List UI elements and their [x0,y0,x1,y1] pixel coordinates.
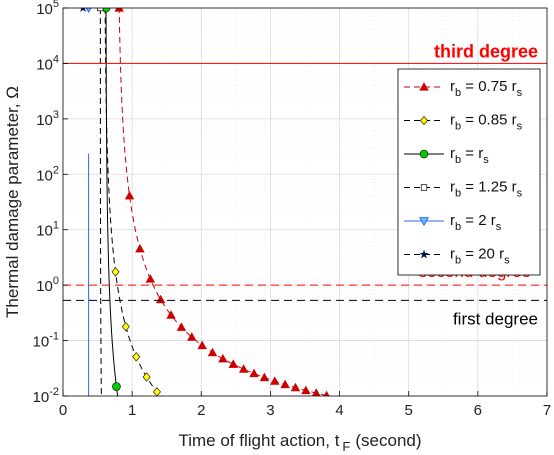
series-2 [101,8,162,396]
data-point [166,310,176,319]
series-6 [80,8,86,12]
x-tick-label: 4 [335,402,343,419]
data-point [218,353,228,363]
x-tick-label: 5 [405,402,413,419]
curves [80,8,331,396]
data-point [135,243,145,253]
data-point [114,8,124,12]
legend-entry: rb = 1.25 rs [404,179,523,200]
axis-ticks: 0 1 2 3 4 5 6 7 10-2 10-1 100 101 102 103 104 105 [33,0,552,419]
series-4 [97,8,104,396]
y-tick-label: 103 [36,109,59,129]
legend-marker [420,115,428,126]
legend: rb = 0.75 rs rb = 0.85 rs rb = rs rb = 1.25… [397,68,541,276]
y-tick-label: 10-2 [33,386,59,406]
data-point [187,332,197,341]
data-point [301,385,311,395]
data-point [132,352,141,362]
data-point [80,8,86,12]
legend-marker [419,149,429,159]
data-point [207,347,218,357]
legend-label: rb = 0.75 rs [450,78,523,99]
legend-label: rb = 20 rs [450,246,510,267]
legend-marker [419,249,429,259]
legend-entry: rb = 0.85 rs [404,112,523,133]
series-line [118,8,331,396]
legend-marker [420,184,428,191]
legend-entry: rb = 20 rs [404,246,510,267]
threshold-label: first degree [453,309,538,328]
data-point [142,372,151,382]
data-point [153,387,161,396]
y-axis-label: Thermal damage parameter, Ω [3,86,22,318]
series-3 [101,8,121,396]
x-axis-label-main: Time of flight action, t [178,431,339,450]
series-5 [85,8,92,396]
x-tick-label: 7 [543,402,551,419]
data-point [145,274,156,283]
data-point [97,8,104,12]
plot-frame [62,7,548,397]
threshold-label: third degree [434,41,538,61]
data-point [155,294,166,304]
x-tick-label: 1 [128,402,136,419]
legend-label: rb = 2 rs [450,212,502,233]
data-point [112,382,121,391]
legend-marker [419,82,429,91]
y-tick-label: 101 [36,220,59,240]
y-tick-label: 102 [36,164,59,184]
data-point [124,190,135,200]
data-point [85,8,92,14]
legend-label: rb = 0.85 rs [450,112,523,133]
data-point [121,322,130,332]
y-tick-label: 100 [36,275,59,295]
y-tick-label: 10-1 [33,331,59,351]
legend-entry: rb = rs [404,145,489,166]
data-point [280,379,290,389]
legend-label: rb = 1.25 rs [450,179,523,200]
x-axis-label: Time of flight action, t F (second) [178,431,421,454]
x-axis-label-unit: (second) [355,431,421,450]
legend-marker [419,217,429,227]
data-point [270,376,280,385]
series-1 [114,8,331,396]
legend-box [397,68,541,276]
data-point [249,368,259,378]
data-point [311,388,321,396]
x-tick-label: 6 [474,402,482,419]
legend-label: rb = rs [450,145,489,166]
y-tick-label: 104 [36,53,59,73]
series-line [99,8,102,396]
y-tick-label: 105 [36,0,59,18]
data-point [238,364,249,373]
x-tick-label: 0 [59,402,67,419]
legend-entry: rb = 2 rs [404,212,502,233]
data-point [323,390,330,396]
x-tick-label: 3 [266,402,274,419]
data-point [101,8,111,13]
data-point [290,382,301,392]
legend-entry: rb = 0.75 rs [404,78,523,99]
data-point [176,322,187,331]
data-point [111,267,120,277]
x-axis-label-sub: F [342,439,350,454]
x-tick-label: 2 [197,402,205,419]
data-point [228,359,238,368]
thresholds [63,62,547,301]
data-point [259,372,270,382]
data-point [197,340,207,350]
